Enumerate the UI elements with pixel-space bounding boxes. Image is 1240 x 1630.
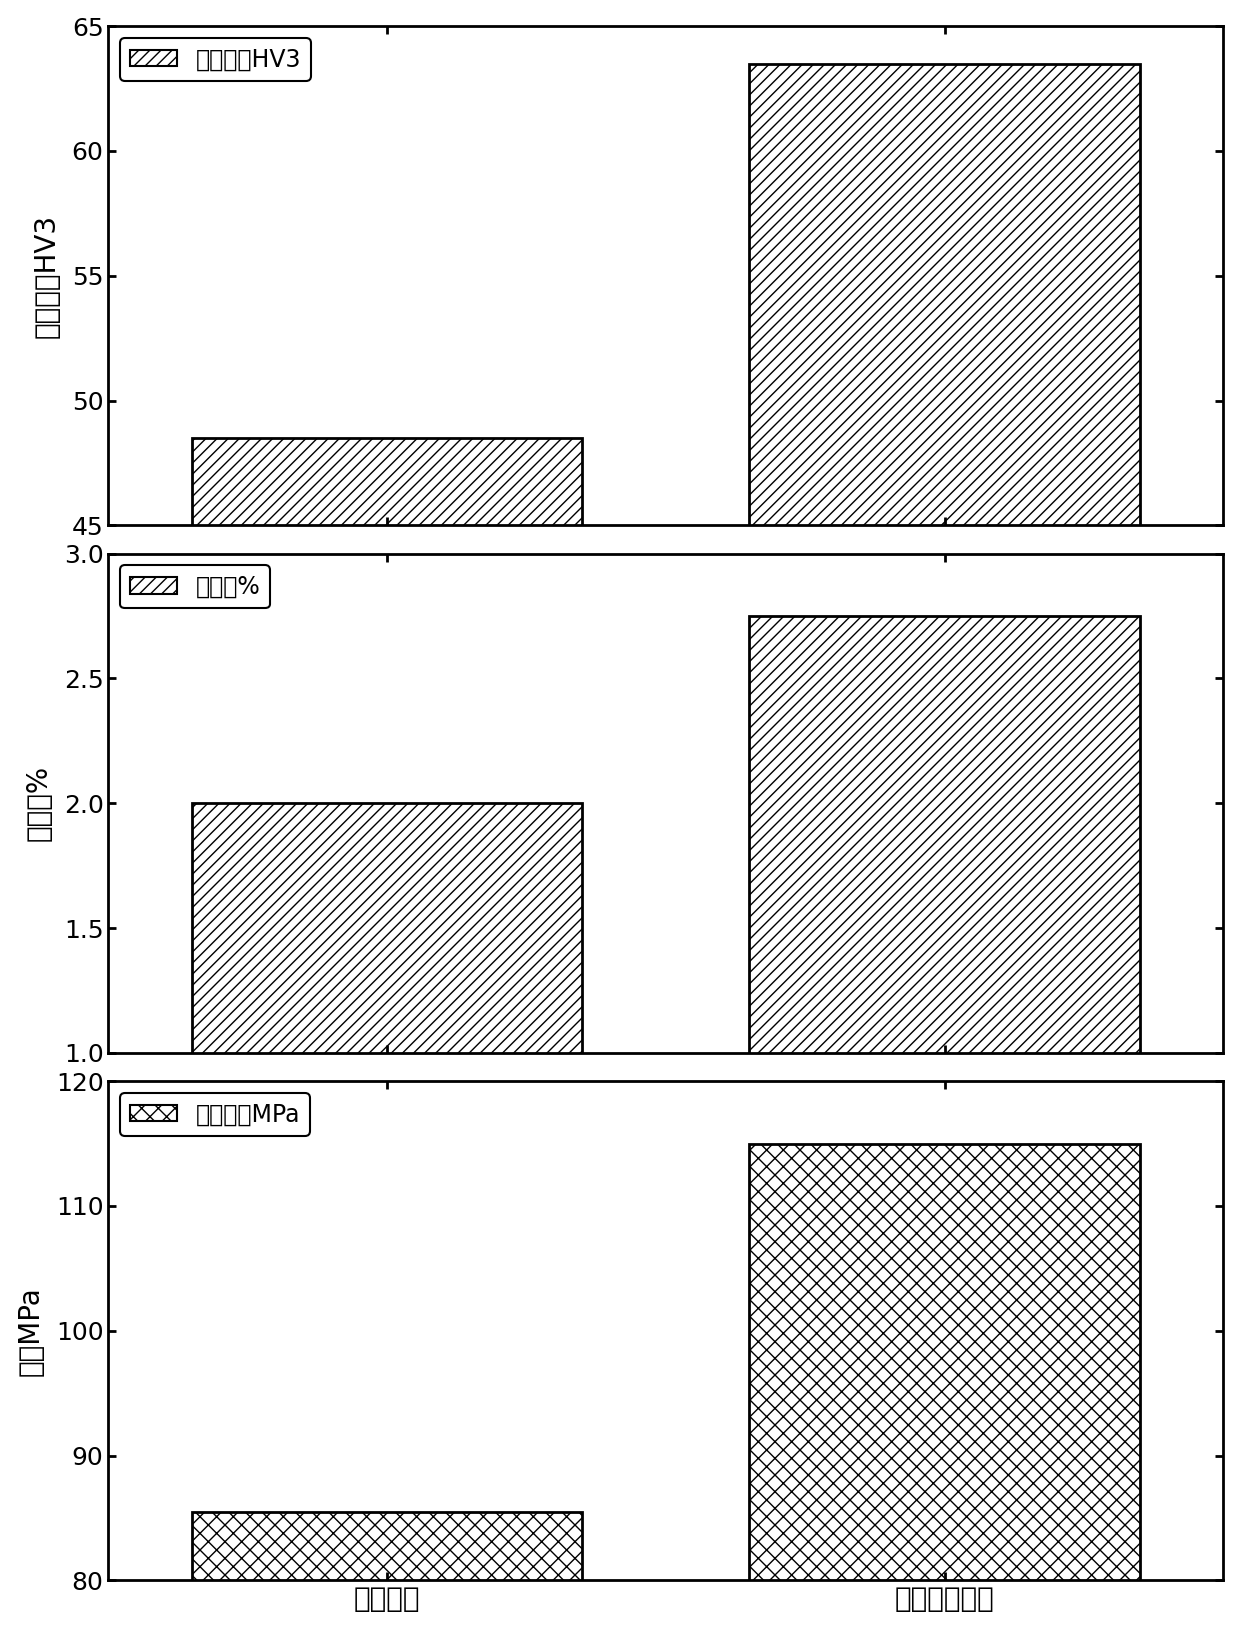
Bar	[192, 438, 583, 1630]
Y-axis label: 延伸率%: 延伸率%	[25, 764, 52, 841]
Bar	[192, 804, 583, 1302]
Legend: 维氏硬度HV3: 维氏硬度HV3	[120, 37, 311, 82]
Bar	[749, 616, 1140, 1302]
Legend: 延伸率%: 延伸率%	[120, 566, 270, 608]
Y-axis label: 拉伸MPa: 拉伸MPa	[16, 1286, 45, 1376]
Y-axis label: 维氏硬度HV3: 维氏硬度HV3	[32, 214, 61, 337]
Bar	[192, 1511, 583, 1630]
Legend: 拉伸强度MPa: 拉伸强度MPa	[120, 1094, 310, 1136]
Bar	[749, 64, 1140, 1630]
Bar	[749, 1144, 1140, 1630]
